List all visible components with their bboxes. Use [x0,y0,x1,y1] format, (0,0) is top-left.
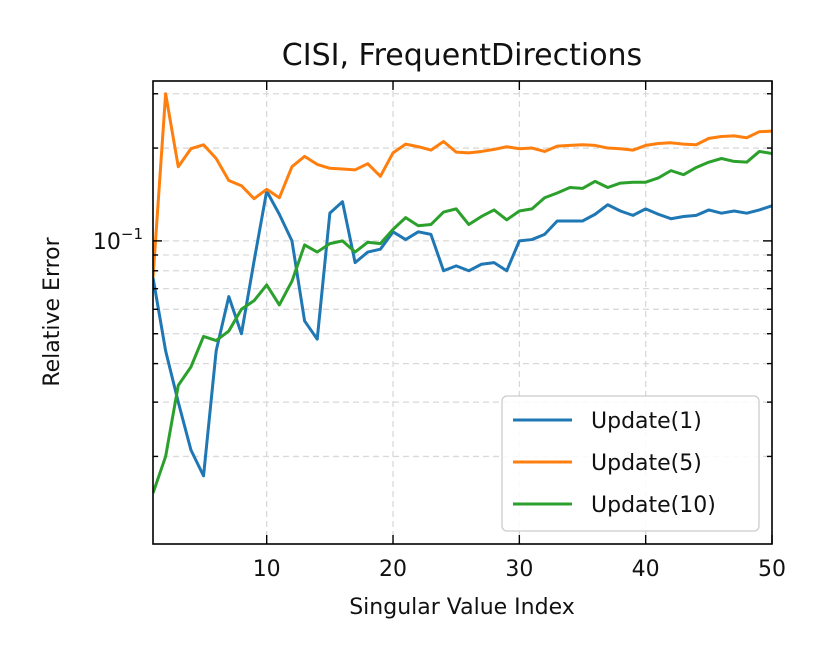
series-line-3 [153,149,772,494]
series-line-1 [153,189,772,478]
x-tick-label: 50 [758,557,786,582]
series-line-2 [153,92,772,278]
series-lines [153,92,772,494]
legend-label: Update(10) [591,493,716,518]
axis-ticks [153,81,773,544]
x-tick-label: 20 [379,557,407,582]
legend: Update(1) Update(5) Update(10) [501,395,760,532]
legend-box [501,395,760,532]
x-tick-label: 30 [505,557,533,582]
legend-label: Update(1) [591,409,702,434]
y-tick-label: 10−1 [93,225,143,255]
y-axis-label: Relative Error [40,236,65,386]
chart-title: CISI, FrequentDirections [282,38,642,73]
plot-frame [152,80,773,545]
x-tick-label: 40 [632,557,660,582]
x-axis-label: Singular Value Index [349,595,575,620]
legend-label: Update(5) [591,451,702,476]
tick-labels: 10 20 30 40 50 10−1 [93,225,786,582]
x-tick-label: 10 [253,557,281,582]
